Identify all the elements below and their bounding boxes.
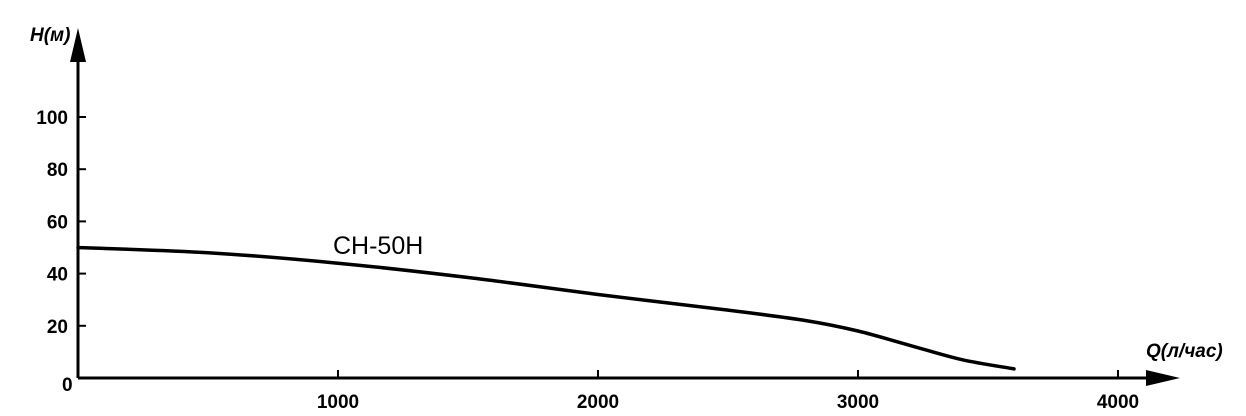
ticks-layer: 20 40 60 80 100 1000 2000 3000 4000 (36, 108, 1139, 413)
x-axis-arrow (1146, 370, 1180, 386)
y-axis-label: H(м) (30, 25, 70, 46)
x-tick-label: 1000 (317, 392, 359, 413)
x-axis-label: Q(л/час) (1146, 341, 1223, 362)
y-tick-label: 80 (47, 160, 68, 181)
y-tick-label: 100 (36, 108, 68, 129)
origin-label: 0 (62, 375, 73, 396)
x-tick-label: 3000 (837, 392, 879, 413)
y-axis-arrow (70, 28, 86, 62)
series-line-ch-50h (76, 245, 1016, 371)
series-layer: CH-50H (76, 232, 1016, 371)
x-tick-label: 4000 (1097, 392, 1139, 413)
y-tick-label: 40 (47, 265, 68, 286)
x-tick-label: 2000 (577, 392, 619, 413)
series-label: CH-50H (333, 232, 423, 260)
y-tick-label: 60 (47, 212, 68, 233)
y-tick-label: 20 (47, 317, 68, 338)
